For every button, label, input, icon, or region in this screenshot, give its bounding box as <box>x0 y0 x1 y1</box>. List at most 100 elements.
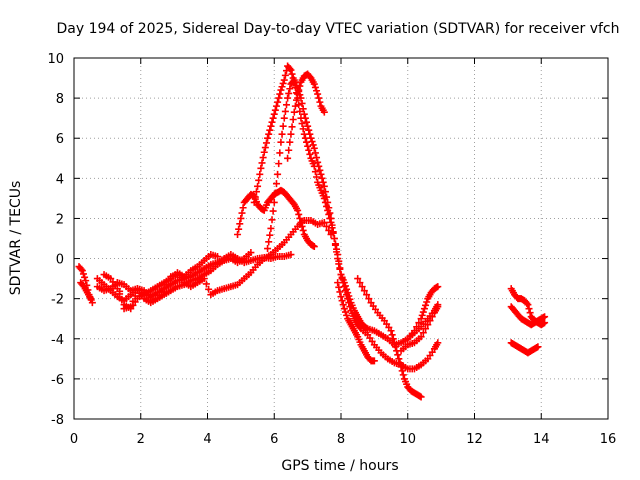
data-point <box>236 220 244 228</box>
data-point <box>286 65 294 73</box>
data-point <box>354 275 362 283</box>
data-point <box>261 144 269 152</box>
data-point <box>82 277 90 285</box>
data-point <box>338 275 346 283</box>
y-axis-ticks: -8 -6 -4 -2 0 2 4 6 8 10 <box>47 52 608 428</box>
data-point <box>313 173 321 181</box>
data-point <box>336 265 344 273</box>
data-point <box>79 270 87 278</box>
data-point <box>395 355 403 363</box>
data-point <box>390 339 398 347</box>
data-point <box>265 130 273 138</box>
data-point <box>392 343 400 351</box>
y-tick-label: 4 <box>56 172 64 187</box>
data-point <box>235 225 243 233</box>
data-point <box>306 150 314 158</box>
data-point <box>541 313 549 321</box>
data-point <box>306 130 314 138</box>
data-point <box>258 159 266 167</box>
data-point <box>325 204 333 212</box>
x-tick-label: 4 <box>203 432 211 447</box>
data-point <box>526 309 534 317</box>
data-point <box>319 178 327 186</box>
data-point <box>269 207 277 215</box>
data-point <box>268 118 276 126</box>
series-Q <box>507 339 542 357</box>
data-point <box>311 149 319 157</box>
data-point <box>337 293 345 301</box>
x-tick-label: 12 <box>466 432 483 447</box>
data-point <box>343 291 351 299</box>
data-point <box>205 285 213 293</box>
data-point <box>523 299 531 307</box>
data-point <box>356 323 364 331</box>
data-point <box>214 253 222 261</box>
data-point <box>287 251 295 259</box>
data-point <box>308 138 316 146</box>
data-point <box>239 204 247 212</box>
data-point <box>200 275 208 283</box>
data-point <box>344 295 352 303</box>
data-point <box>285 146 293 154</box>
data-point <box>131 292 139 300</box>
data-point <box>422 325 430 333</box>
data-point <box>295 101 303 109</box>
data-point <box>324 198 332 206</box>
y-tick-label: -8 <box>51 413 64 428</box>
data-point <box>356 279 364 287</box>
data-point <box>303 118 311 126</box>
y-tick-label: 6 <box>56 132 64 147</box>
data-point <box>301 114 309 122</box>
x-tick-label: 14 <box>533 432 550 447</box>
data-point <box>294 206 302 214</box>
data-point <box>300 110 308 118</box>
data-point <box>314 90 322 98</box>
data-point <box>256 170 264 178</box>
y-tick-label: -2 <box>51 293 64 308</box>
data-point <box>296 214 304 222</box>
data-point <box>341 287 349 295</box>
data-point <box>418 311 426 319</box>
data-point <box>417 315 425 323</box>
data-point <box>313 87 321 95</box>
data-point <box>293 96 300 104</box>
data-point <box>77 265 85 273</box>
data-point <box>396 359 404 367</box>
x-tick-label: 8 <box>337 432 345 447</box>
data-point <box>162 281 170 289</box>
data-point <box>310 243 318 251</box>
data-point <box>340 305 348 313</box>
data-point <box>317 170 325 178</box>
data-point <box>387 327 395 335</box>
data-point <box>328 221 336 229</box>
data-point <box>270 198 278 206</box>
data-point <box>420 305 428 313</box>
data-point <box>281 107 289 115</box>
data-point <box>266 231 274 239</box>
data-point <box>298 120 306 128</box>
data-point <box>88 299 96 307</box>
x-axis-ticks: 0 2 4 6 8 10 12 14 16 <box>70 58 616 447</box>
data-point <box>426 317 434 325</box>
data-point <box>410 327 418 335</box>
data-point <box>272 180 280 188</box>
data-points <box>75 62 549 401</box>
data-point <box>266 126 274 134</box>
data-point <box>305 146 313 154</box>
data-point <box>311 83 319 91</box>
data-point <box>116 287 124 295</box>
data-point <box>262 139 270 147</box>
data-point <box>275 160 283 168</box>
data-point <box>285 89 293 97</box>
data-point <box>287 66 295 74</box>
data-point <box>321 188 329 196</box>
data-point <box>419 329 427 337</box>
data-point <box>315 94 323 102</box>
data-point <box>282 101 290 109</box>
series-I <box>264 76 442 373</box>
data-point <box>252 188 260 196</box>
data-point <box>294 90 302 98</box>
data-point <box>288 123 296 131</box>
data-point <box>113 279 121 287</box>
